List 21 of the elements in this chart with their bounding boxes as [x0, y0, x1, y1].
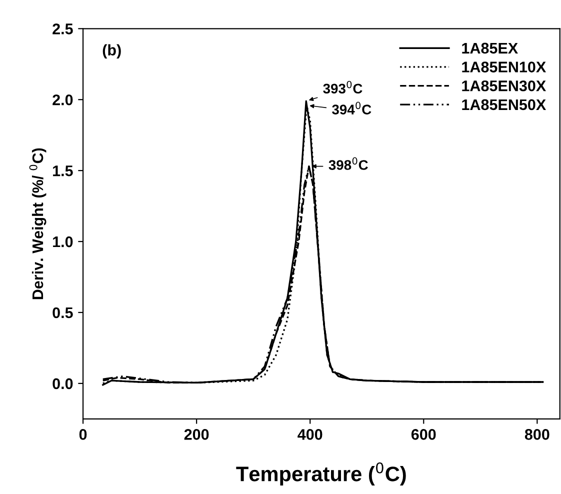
- legend-label: 1A85EX: [462, 42, 518, 54]
- y-tick-label: 1.0: [53, 236, 73, 248]
- x-tick-label: 400: [298, 429, 322, 440]
- x-tick-label: 200: [184, 429, 209, 440]
- x-tick-label: 600: [411, 429, 436, 440]
- legend-label: 1A85EN10X: [462, 62, 546, 72]
- annotation: 394$^{0}$C: [332, 102, 372, 114]
- y-tick-label: 0.5: [52, 307, 73, 318]
- y-tick-label: 1.5: [53, 166, 73, 176]
- x-tick-label: 800: [524, 429, 550, 440]
- legend-label: 1A85EN50X: [462, 99, 546, 110]
- annotation: 393$^{0}$C: [323, 80, 362, 94]
- y-axis-title: Deriv. Weight (%/ $^{0}$C): [29, 148, 46, 300]
- y-tick-label: 0.0: [52, 378, 73, 390]
- text: (b): [102, 44, 121, 59]
- x-tick-label: 0: [79, 429, 87, 440]
- y-tick-label: 2.0: [52, 94, 73, 106]
- y-tick-label: 2.5: [52, 24, 73, 34]
- legend-label: 1A85EN30X: [462, 80, 546, 92]
- x-axis-title: Temperature ($^{0}$C): [236, 462, 406, 486]
- annotation: 398$^{0}$C: [328, 157, 368, 170]
